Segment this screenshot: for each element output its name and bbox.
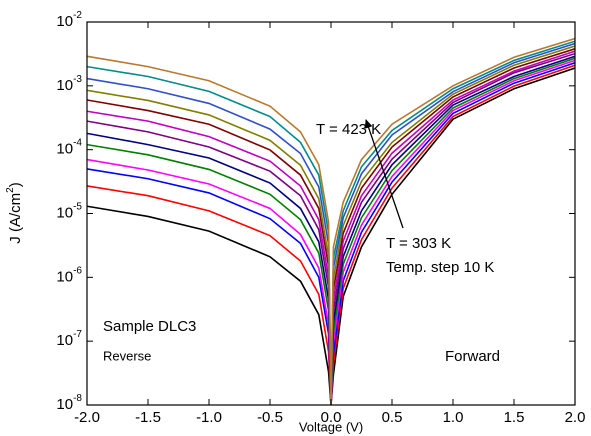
curve bbox=[87, 67, 575, 405]
y-tick-base: 10 bbox=[56, 396, 73, 413]
y-tick-label: 10-8 bbox=[56, 393, 82, 413]
x-tick-label: -2.0 bbox=[74, 409, 100, 426]
x-tick-label: 1.0 bbox=[443, 409, 464, 426]
y-tick-label: 10-6 bbox=[56, 265, 82, 285]
x-tick-label: -1.0 bbox=[196, 409, 222, 426]
y-tick-base: 10 bbox=[56, 77, 73, 94]
annotation: T = 423 K bbox=[316, 121, 381, 138]
y-tick-label: 10-2 bbox=[56, 10, 82, 30]
y-tick-label: 10-4 bbox=[56, 137, 82, 157]
curve bbox=[87, 52, 575, 405]
curve bbox=[87, 45, 575, 405]
y-tick-exponent: -7 bbox=[73, 329, 82, 340]
y-tick-base: 10 bbox=[56, 332, 73, 349]
y-tick-label: 10-3 bbox=[56, 73, 82, 93]
y-tick-base: 10 bbox=[56, 204, 73, 221]
y-tick-base: 10 bbox=[56, 13, 73, 30]
y-axis-label-tail: ) bbox=[7, 182, 24, 187]
y-tick-base: 10 bbox=[56, 141, 73, 158]
annotation: Sample DLC3 bbox=[103, 318, 196, 335]
curve bbox=[87, 37, 575, 405]
annotation: Temp. step 10 K bbox=[386, 259, 494, 276]
y-axis-label: J (A/cm2) bbox=[5, 182, 24, 243]
x-tick-label: 0.0 bbox=[321, 409, 342, 426]
curve bbox=[87, 55, 575, 405]
annotation: Forward bbox=[445, 348, 500, 365]
y-axis-label-sup: 2 bbox=[5, 187, 16, 193]
y-tick-label: 10-7 bbox=[56, 329, 82, 349]
annotation: Reverse bbox=[103, 348, 151, 363]
y-tick-label: 10-5 bbox=[56, 201, 82, 221]
y-tick-base: 10 bbox=[56, 268, 73, 285]
y-axis-label-text: J (A/cm bbox=[7, 193, 24, 244]
curve bbox=[87, 64, 575, 405]
x-tick-label: 1.5 bbox=[504, 409, 525, 426]
x-tick-label: 2.0 bbox=[565, 409, 586, 426]
y-tick-exponent: -5 bbox=[73, 201, 82, 212]
curve bbox=[87, 50, 575, 405]
x-tick-label: -0.5 bbox=[257, 409, 283, 426]
x-tick-label: -1.5 bbox=[135, 409, 161, 426]
curve bbox=[87, 40, 575, 405]
y-tick-exponent: -3 bbox=[73, 73, 82, 84]
annotation: T = 303 K bbox=[386, 235, 451, 252]
curve bbox=[87, 42, 575, 405]
curve bbox=[87, 48, 575, 405]
y-tick-exponent: -2 bbox=[73, 10, 82, 21]
x-tick-label: 0.5 bbox=[382, 409, 403, 426]
curve bbox=[87, 61, 575, 405]
x-axis-label: Voltage (V) bbox=[299, 419, 363, 434]
y-tick-exponent: -8 bbox=[73, 393, 82, 404]
y-tick-exponent: -4 bbox=[73, 137, 82, 148]
temperature-arrow bbox=[364, 119, 404, 229]
curve bbox=[87, 59, 575, 405]
y-tick-exponent: -6 bbox=[73, 265, 82, 276]
curve bbox=[87, 57, 575, 405]
curves bbox=[87, 37, 575, 405]
